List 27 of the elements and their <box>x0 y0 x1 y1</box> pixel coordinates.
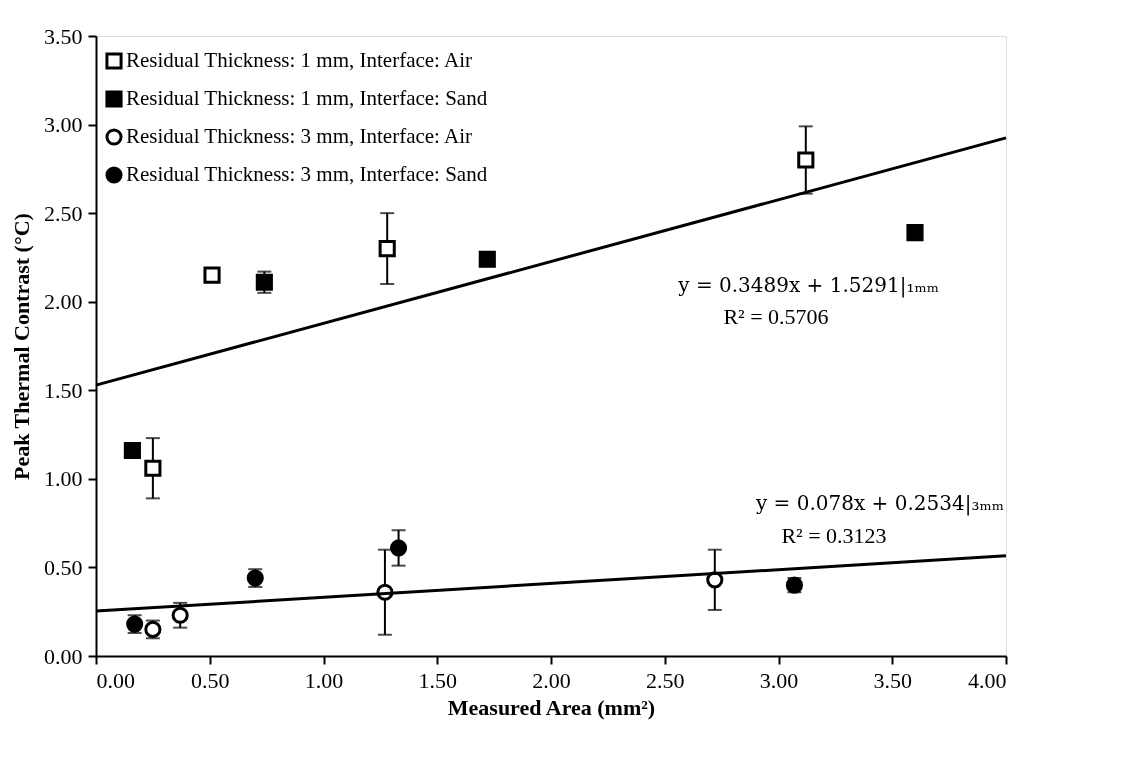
annotation: R² = 0.5706 <box>723 304 829 329</box>
legend-label: Residual Thickness: 1 mm, Interface: Air <box>126 48 473 72</box>
y-tick-label: 0.50 <box>44 554 83 580</box>
x-axis-title: Measured Area (mm²) <box>447 694 656 720</box>
y-tick-label: 2.50 <box>44 200 83 226</box>
annotation: y = 0.3489x + 1.5291|₁ₘₘ <box>677 273 939 298</box>
x-tick-label: 3.50 <box>873 667 912 693</box>
y-tick-label: 3.00 <box>44 112 83 138</box>
y-axis-title: Peak Thermal Contrast (°C) <box>9 213 34 480</box>
y-tick-label: 1.50 <box>44 377 83 403</box>
x-tick-label: 0.00 <box>96 667 135 693</box>
x-tick-label: 3.00 <box>759 667 799 693</box>
x-tick-label: 1.50 <box>418 667 457 693</box>
legend-label: Residual Thickness: 1 mm, Interface: Sand <box>126 86 488 110</box>
legend-label: Residual Thickness: 3 mm, Interface: Air <box>126 124 473 148</box>
x-tick-label: 2.50 <box>646 667 685 693</box>
y-tick-label: 0.00 <box>44 643 83 669</box>
x-tick-label: 0.50 <box>191 667 230 693</box>
x-tick-label: 1.00 <box>304 667 344 693</box>
x-tick-label: 2.00 <box>532 667 571 693</box>
y-tick-label: 3.50 <box>44 23 83 49</box>
y-tick-label: 1.00 <box>44 466 83 492</box>
legend-label: Residual Thickness: 3 mm, Interface: Sand <box>126 162 488 186</box>
annotation: y = 0.078x + 0.2534|₃ₘₘ <box>754 491 1004 516</box>
x-tick-label: 4.00 <box>968 667 1007 693</box>
y-tick-label: 2.00 <box>44 289 83 315</box>
annotation: R² = 0.3123 <box>781 523 887 548</box>
